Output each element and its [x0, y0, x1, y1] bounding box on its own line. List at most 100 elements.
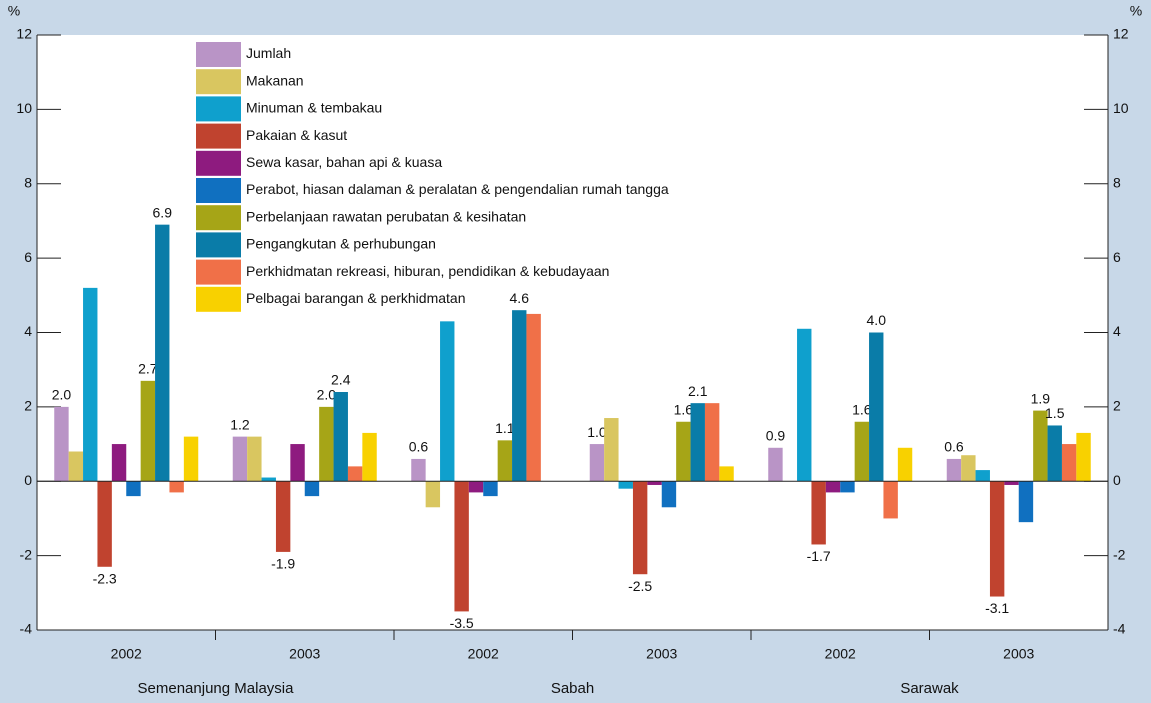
bar — [704, 403, 720, 482]
x-tick-label: 2003 — [1003, 646, 1034, 662]
legend-swatch — [196, 286, 241, 312]
y2-tick-label: 8 — [1113, 174, 1121, 190]
bar — [690, 403, 705, 482]
bar — [140, 380, 156, 482]
bar — [589, 444, 605, 482]
legend-label: Pakaian & kasut — [246, 127, 347, 143]
bar — [126, 481, 141, 497]
value-label: -3.5 — [450, 615, 474, 631]
legend-swatch — [196, 259, 241, 285]
y2-tick-label: 6 — [1113, 249, 1121, 265]
value-label: 1.1 — [495, 420, 515, 436]
group-label: Sarawak — [900, 680, 959, 697]
y2-tick-label: -2 — [1113, 546, 1126, 562]
value-label: -1.7 — [807, 548, 831, 564]
legend-label: Pengangkutan & perhubungan — [246, 236, 436, 252]
bar — [618, 481, 633, 489]
x-tick-label: 2002 — [468, 646, 499, 662]
legend-label: Perabot, hiasan dalaman & peralatan & pe… — [246, 181, 669, 197]
value-label: 1.5 — [1045, 405, 1065, 421]
bar — [676, 421, 691, 482]
bar — [961, 455, 976, 482]
group-label: Semenanjung Malaysia — [138, 680, 295, 697]
y-tick-label: 12 — [16, 26, 32, 42]
value-label: 1.9 — [1031, 390, 1051, 406]
y2-tick-label: -4 — [1113, 621, 1126, 637]
bar — [768, 447, 783, 482]
bar — [946, 458, 962, 482]
bar — [604, 418, 619, 482]
bar — [811, 481, 826, 545]
legend-label: Minuman & tembakau — [246, 100, 382, 116]
y-tick-label: 0 — [24, 472, 32, 488]
bar — [54, 406, 69, 482]
legend-label: Perkhidmatan rekreasi, hiburan, pendidik… — [246, 263, 609, 279]
legend-swatch — [196, 123, 241, 149]
x-tick-label: 2002 — [825, 646, 856, 662]
bar — [440, 321, 455, 482]
value-label: -3.1 — [985, 600, 1009, 616]
bar — [483, 481, 498, 497]
value-label: 4.0 — [867, 312, 887, 328]
bar — [497, 440, 513, 482]
legend-swatch — [196, 205, 241, 231]
value-label: 2.1 — [688, 383, 708, 399]
value-label: 2.0 — [52, 387, 72, 403]
bar — [304, 481, 320, 497]
legend-swatch — [196, 69, 241, 95]
bar — [425, 481, 441, 508]
bar — [347, 466, 363, 482]
bar — [275, 481, 291, 552]
y2-tick-label: 12 — [1113, 26, 1129, 42]
value-label: 2.7 — [138, 361, 158, 377]
y2-tick-label: 10 — [1113, 100, 1129, 116]
y-axis-label: % — [8, 3, 20, 19]
bar — [333, 392, 348, 482]
bar — [1047, 425, 1062, 482]
group-label: Sabah — [551, 680, 594, 697]
y-tick-label: -4 — [20, 621, 33, 637]
bar — [1033, 410, 1048, 482]
value-label: 1.6 — [674, 401, 694, 417]
bar — [319, 406, 334, 482]
value-label: 2.0 — [317, 387, 337, 403]
bar — [647, 481, 662, 485]
bar — [840, 481, 855, 493]
bar — [512, 310, 527, 482]
bar — [797, 328, 812, 482]
bar — [454, 481, 469, 612]
y-tick-label: -2 — [20, 546, 33, 562]
bar — [1076, 432, 1091, 482]
legend-label: Makanan — [246, 72, 304, 88]
value-label: 0.6 — [409, 439, 429, 455]
bar — [261, 477, 276, 482]
x-tick-label: 2003 — [289, 646, 320, 662]
bar — [1018, 481, 1034, 523]
bar — [1061, 444, 1077, 482]
y2-tick-label: 0 — [1113, 472, 1121, 488]
value-label: 0.6 — [944, 439, 964, 455]
bar — [989, 481, 1005, 597]
bar — [661, 481, 677, 508]
bar — [897, 447, 913, 482]
value-label: 2.4 — [331, 372, 351, 388]
bar — [232, 436, 248, 482]
y2-axis-label: % — [1130, 3, 1142, 19]
y-tick-label: 4 — [24, 323, 32, 339]
y2-tick-label: 4 — [1113, 323, 1121, 339]
legend-swatch — [196, 42, 241, 67]
value-label: -2.5 — [628, 578, 652, 594]
legend-swatch — [196, 96, 241, 122]
bar — [468, 481, 484, 493]
y-tick-label: 8 — [24, 174, 32, 190]
bar — [825, 481, 841, 493]
bar — [362, 432, 377, 482]
bar — [155, 224, 170, 482]
value-label: -2.3 — [93, 570, 117, 586]
value-label: 1.6 — [852, 401, 872, 417]
legend-swatch — [196, 178, 241, 203]
bar — [290, 444, 305, 482]
bar — [883, 481, 898, 519]
